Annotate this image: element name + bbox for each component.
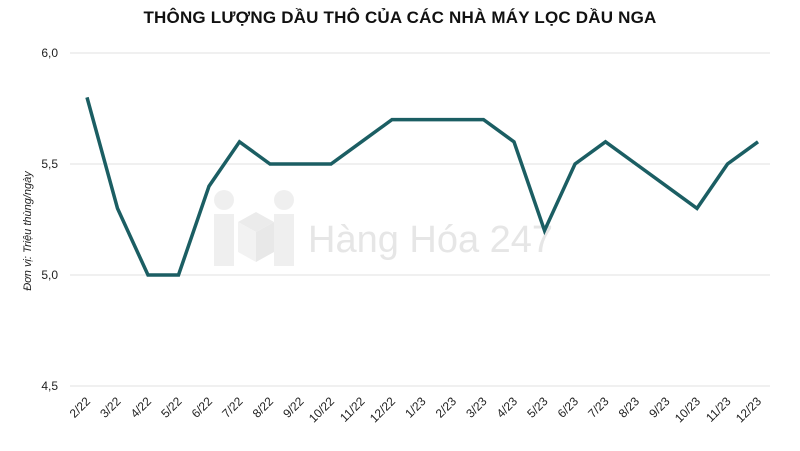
y-tick-label: 5,5 (41, 157, 58, 171)
x-tick-label: 10/22 (306, 394, 337, 425)
x-tick-label: 6/22 (189, 394, 216, 421)
x-tick-label: 3/22 (97, 394, 124, 421)
watermark-text: Hàng Hóa 247 (308, 219, 553, 261)
x-tick-label: 8/22 (250, 394, 277, 421)
hanghoa-logo-icon (214, 190, 294, 266)
y-axis-ticks: 4,5 5,0 5,5 6,0 (41, 46, 58, 393)
x-tick-label: 11/23 (703, 394, 734, 425)
x-tick-label: 6/23 (555, 394, 582, 421)
y-tick-label: 6,0 (41, 46, 58, 60)
gridlines (70, 52, 770, 387)
x-tick-label: 9/23 (646, 394, 673, 421)
x-tick-label: 12/22 (367, 394, 398, 425)
x-tick-label: 7/23 (585, 394, 612, 421)
y-tick-label: 4,5 (41, 379, 58, 393)
x-tick-label: 9/22 (280, 394, 307, 421)
x-tick-label: 3/23 (463, 394, 490, 421)
x-tick-label: 11/22 (337, 394, 368, 425)
x-tick-label: 2/22 (67, 394, 94, 421)
x-tick-label: 12/23 (733, 394, 764, 425)
chart-title: THÔNG LƯỢNG DẦU THÔ CỦA CÁC NHÀ MÁY LỌC … (143, 8, 657, 27)
x-tick-label: 8/23 (616, 394, 643, 421)
x-axis-ticks: 2/22 3/22 4/22 5/22 6/22 7/22 8/22 9/22 10/22 11/… (67, 394, 765, 425)
x-tick-label: 5/23 (524, 394, 551, 421)
x-tick-label: 4/22 (128, 394, 155, 421)
x-tick-label: 2/23 (433, 394, 460, 421)
series-layer (85, 96, 760, 277)
x-tick-label: 1/23 (402, 394, 429, 421)
y-axis-label: Đơn vị: Triệu thùng/ngày (22, 170, 34, 291)
x-tick-label: 7/22 (219, 394, 246, 421)
watermark: Hàng Hóa 247 (214, 190, 553, 266)
x-tick-label: 4/23 (494, 394, 521, 421)
x-tick-label: 5/22 (158, 394, 185, 421)
y-tick-label: 5,0 (41, 268, 58, 282)
x-tick-label: 10/23 (672, 394, 703, 425)
